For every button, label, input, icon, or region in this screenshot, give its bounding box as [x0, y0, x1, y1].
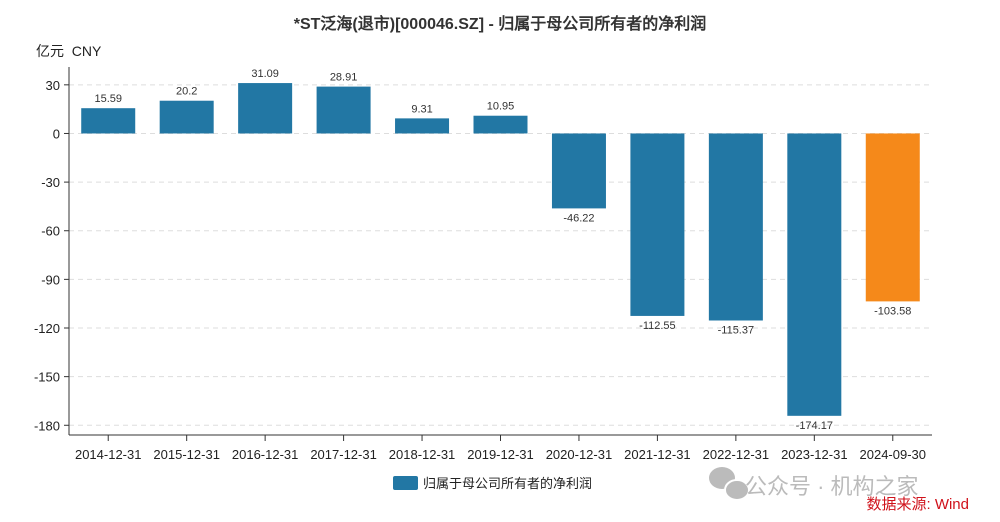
y-tick-label: -30 [41, 175, 60, 190]
data-label: 10.95 [487, 101, 515, 113]
y-tick-label: 30 [46, 78, 60, 93]
y-tick-label: 0 [53, 126, 60, 141]
x-tick-label: 2014-12-31 [75, 447, 142, 462]
data-label: -46.22 [563, 212, 594, 224]
data-label: 28.91 [330, 72, 358, 84]
y-axis-unit: 亿元 CNY [36, 43, 102, 59]
x-tick-label: 2018-12-31 [389, 447, 456, 462]
data-label: -115.37 [718, 324, 755, 336]
y-tick-label: -120 [34, 321, 60, 336]
bar [708, 133, 763, 321]
data-source: 数据来源: Wind [866, 496, 969, 513]
x-tick-label: 2022-12-31 [703, 447, 770, 462]
data-label: 9.31 [411, 103, 432, 115]
chart-title: *ST泛海(退市)[000046.SZ] - 归属于母公司所有者的净利润 [294, 14, 707, 33]
bar [865, 133, 920, 302]
x-tick-label: 2017-12-31 [310, 447, 377, 462]
data-label: 15.59 [94, 93, 122, 105]
x-tick-label: 2021-12-31 [624, 447, 691, 462]
legend[interactable]: 归属于母公司所有者的净利润 [393, 476, 592, 491]
bar [238, 83, 293, 134]
x-tick-label: 2023-12-31 [781, 447, 848, 462]
data-label: -103.58 [874, 305, 911, 317]
data-label: 31.09 [251, 68, 279, 80]
y-tick-label: -180 [34, 418, 60, 433]
x-tick-label: 2016-12-31 [232, 447, 299, 462]
wechat-icon [709, 467, 750, 501]
bar [159, 100, 214, 134]
y-tick-label: -90 [41, 272, 60, 287]
y-tick-label: -150 [34, 370, 60, 385]
y-tick-label: -60 [41, 224, 60, 239]
bar [630, 133, 685, 316]
x-tick-label: 2019-12-31 [467, 447, 534, 462]
x-tick-label: 2015-12-31 [153, 447, 220, 462]
bar [395, 118, 450, 134]
x-tick-label: 2020-12-31 [546, 447, 613, 462]
bar [787, 133, 842, 416]
data-label: -112.55 [639, 320, 676, 332]
bar [81, 108, 136, 134]
watermark-text: 公众号 · 机构之家 [745, 474, 919, 499]
legend-label: 归属于母公司所有者的净利润 [423, 476, 592, 491]
watermark: 公众号 · 机构之家 [709, 467, 919, 501]
legend-swatch [393, 476, 418, 490]
data-label: 20.2 [176, 86, 197, 98]
bar [316, 86, 371, 134]
bar [551, 133, 606, 209]
data-label: -174.17 [796, 420, 833, 432]
bar [473, 115, 528, 134]
x-tick-label: 2024-09-30 [860, 447, 927, 462]
